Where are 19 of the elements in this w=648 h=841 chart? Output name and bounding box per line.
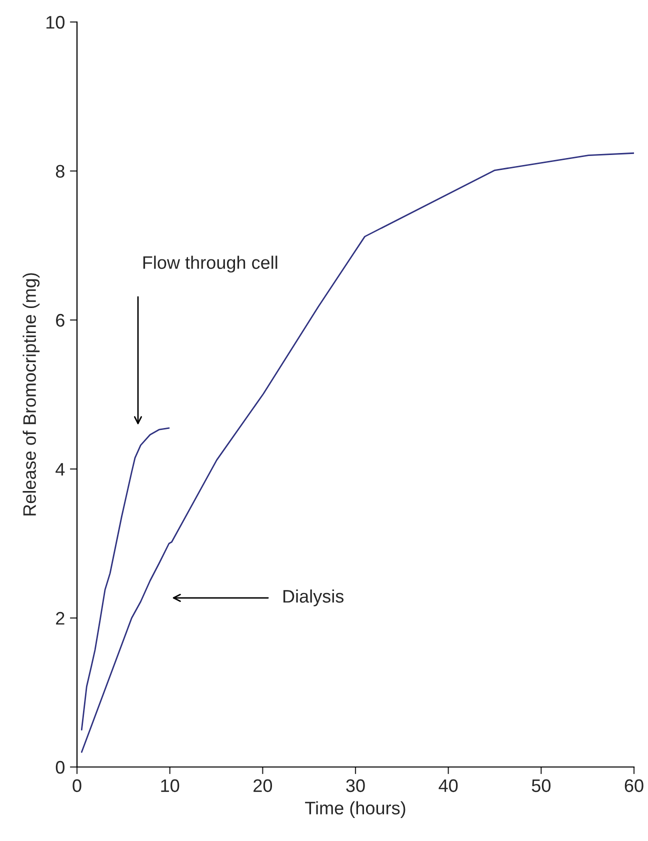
y-axis-title: Release of Bromocriptine (mg) (22, 273, 40, 516)
line-series (80, 152, 634, 753)
y-tick-label: 10 (46, 16, 64, 29)
x-tick-label: 0 (72, 779, 82, 792)
y-tick-label: 6 (56, 314, 64, 327)
annotation: Flow through cell (143, 256, 278, 273)
y-tick-label: 0 (56, 760, 64, 774)
x-tick-label: 30 (346, 779, 365, 792)
x-tick-label: 50 (532, 779, 551, 792)
y-tick-label: 2 (56, 612, 64, 625)
annotation: Dialysis (283, 589, 344, 606)
line-series (80, 427, 170, 730)
x-tick-label: 40 (438, 779, 458, 792)
y-tick-label: 8 (56, 164, 64, 178)
y-tick-label: 4 (56, 463, 65, 476)
x-axis-title: Time (hours) (305, 801, 406, 818)
x-tick-label: 20 (254, 779, 272, 792)
x-tick-label: 10 (161, 779, 180, 792)
x-tick-label: 60 (624, 779, 644, 792)
